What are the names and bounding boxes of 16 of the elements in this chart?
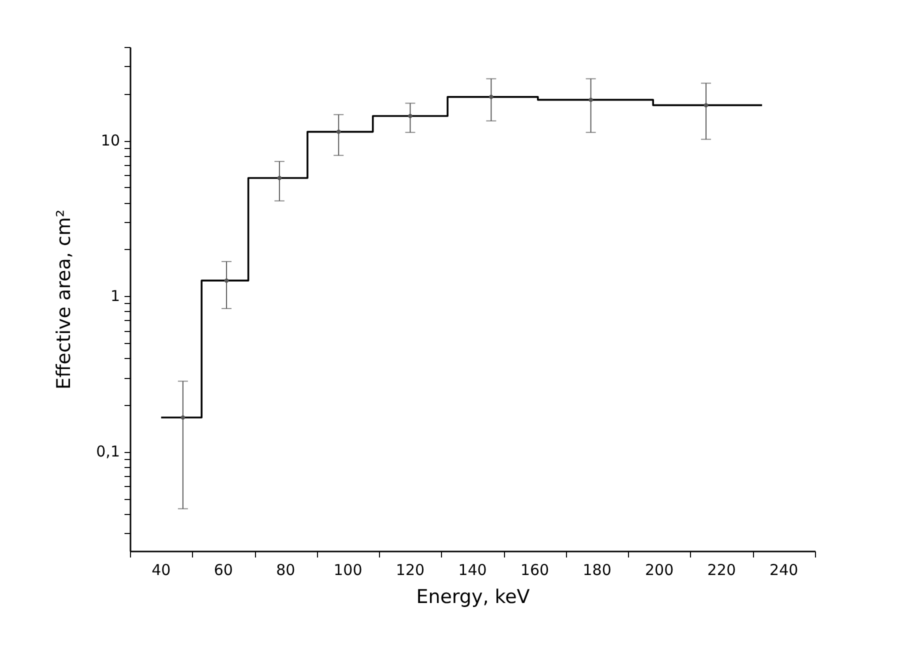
x-tick-label: 160: [520, 561, 550, 579]
x-tick-label: 60: [214, 561, 233, 579]
x-tick-label: 120: [396, 561, 425, 579]
x-tick-label: 40: [152, 561, 171, 579]
x-tick-label: 80: [276, 561, 296, 579]
x-tick-label: 240: [770, 561, 798, 579]
x-axis-title: Energy, keV: [416, 586, 530, 608]
x-tick-label: 220: [707, 561, 736, 579]
x-tick-label: 140: [458, 561, 487, 579]
y-tick-label: 0,1: [96, 442, 120, 461]
y-tick-label: 1: [110, 287, 120, 306]
x-tick-label: 180: [582, 561, 612, 579]
x-tick-label: 100: [334, 561, 362, 579]
x-tick-label: 200: [645, 561, 674, 579]
y-tick-label: 10: [100, 132, 120, 150]
y-axis-title: Effective area, cm²: [53, 210, 75, 390]
